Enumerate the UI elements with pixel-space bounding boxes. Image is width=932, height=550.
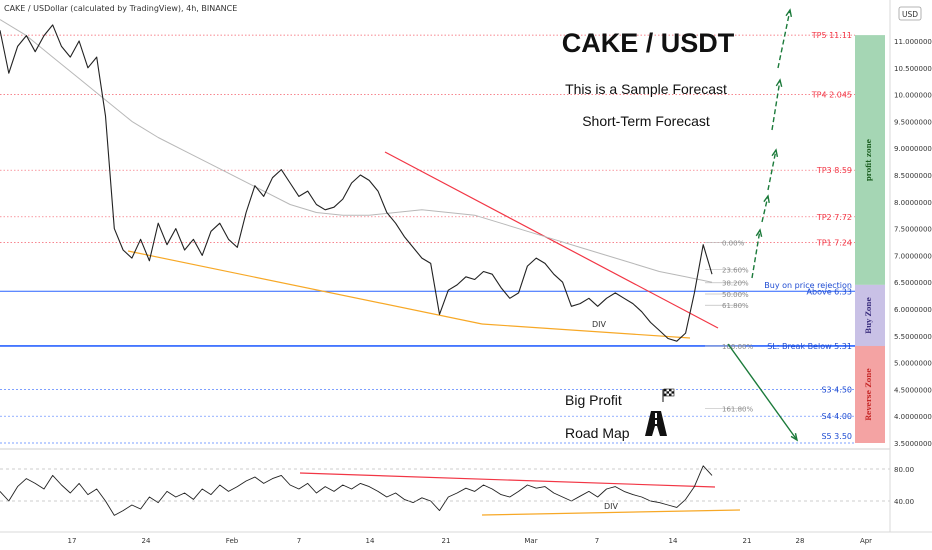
forecast-arrow-2 xyxy=(767,149,777,191)
road-map-icon xyxy=(645,411,667,436)
fib-label-4: 61.80% xyxy=(722,302,749,310)
price-tick-label-0: 3.5000000 xyxy=(894,440,932,448)
big-profit-label: Big Profit xyxy=(565,392,622,408)
forecast-arrowhead-2 xyxy=(771,148,779,157)
price-axis[interactable]: 3.5000000 4.0000000 4.5000000 5.0000000 5.50… xyxy=(894,38,932,448)
rsi-tick-label-1: 80.00 xyxy=(894,466,914,474)
forecast-arrow-3 xyxy=(771,79,781,131)
level-label-4: TP1 7.24 xyxy=(816,239,852,248)
time-tick-label-6: Mar xyxy=(524,537,537,545)
forecast-arrow-0 xyxy=(751,229,761,279)
forecast-arrow-5 xyxy=(727,343,798,441)
rsi-resistance-line[interactable] xyxy=(299,472,716,488)
price-tick-label-4: 5.5000000 xyxy=(894,333,932,341)
time-tick-label-11: Apr xyxy=(860,537,872,545)
rsi-line[interactable] xyxy=(0,465,713,516)
level-label-0: TP5 11.11 xyxy=(811,31,852,40)
level-label-10: S5 3.50 xyxy=(821,432,852,441)
support-trendline-2[interactable] xyxy=(481,323,691,339)
level-label-1: TP4 2.045 xyxy=(811,91,852,100)
currency-badge-label: USD xyxy=(902,10,918,19)
symbol-header: CAKE / USDollar (calculated by TradingVi… xyxy=(4,4,237,13)
forecast-arrowhead-0 xyxy=(755,228,763,237)
main-title: CAKE / USDT xyxy=(562,28,735,58)
time-tick-label-4: 14 xyxy=(366,537,375,545)
time-tick-label-5: 21 xyxy=(442,537,451,545)
price-tick-label-6: 6.5000000 xyxy=(894,279,932,287)
time-tick-label-0: 17 xyxy=(68,537,77,545)
level-label-8: S3 4.50 xyxy=(821,385,852,394)
fib-label-5: 100.00% xyxy=(722,343,753,351)
time-tick-label-1: 24 xyxy=(142,537,151,545)
level-label-2: TP3 8.59 xyxy=(816,166,852,175)
forecast-arrowhead-3 xyxy=(775,78,783,87)
level-label-7: SL: Break Below 5.31 xyxy=(767,342,852,351)
trendlines-layer xyxy=(127,151,741,516)
price-tick-label-7: 7.0000000 xyxy=(894,252,932,260)
forecast-arrowhead-5 xyxy=(790,433,799,442)
fib-layer: 0.00% 23.60% 38.20% 50.00% 61.80% 100.00% 161.… xyxy=(705,240,753,414)
price-tick-label-10: 8.5000000 xyxy=(894,172,932,180)
subtitle-sample-forecast: This is a Sample Forecast xyxy=(565,81,727,97)
currency-badge[interactable] xyxy=(898,6,922,21)
level-label-3: TP2 7.72 xyxy=(816,213,852,222)
price-tick-label-9: 8.0000000 xyxy=(894,199,932,207)
fib-label-3: 50.00% xyxy=(722,291,749,299)
time-tick-label-2: Feb xyxy=(226,537,239,545)
price-line[interactable] xyxy=(0,24,713,342)
price-tick-label-13: 10.0000000 xyxy=(894,92,932,100)
zones-layer: profit zone Buy Zone Reverse Zone xyxy=(855,35,885,443)
fib-label-2: 38.20% xyxy=(722,280,749,288)
price-tick-label-8: 7.5000000 xyxy=(894,226,932,234)
forecast-arrowhead-4 xyxy=(785,8,793,18)
price-tick-label-11: 9.0000000 xyxy=(894,145,932,153)
forecast-arrow-4 xyxy=(777,9,791,69)
time-tick-label-9: 21 xyxy=(743,537,752,545)
price-tick-label-1: 4.0000000 xyxy=(894,413,932,421)
time-tick-label-8: 14 xyxy=(669,537,678,545)
zone-band-0 xyxy=(855,35,885,285)
price-tick-label-14: 10.5000000 xyxy=(894,65,932,73)
subtitle-short-term: Short-Term Forecast xyxy=(582,113,710,129)
level-label-9: S4 4.00 xyxy=(821,412,852,421)
descending-resistance-line[interactable] xyxy=(384,151,719,329)
rsi-support-line[interactable] xyxy=(481,509,741,516)
price-tick-label-12: 9.5000000 xyxy=(894,118,932,126)
fib-label-0: 0.00% xyxy=(722,240,745,248)
price-tick-label-15: 11.0000000 xyxy=(894,38,932,46)
fib-label-1: 23.60% xyxy=(722,266,749,274)
forecast-arrows xyxy=(727,8,799,442)
zone-band-1 xyxy=(855,284,885,346)
price-tick-label-3: 5.0000000 xyxy=(894,360,932,368)
level-label-5: Buy on price rejection xyxy=(764,281,852,290)
rsi-axis[interactable]: 40.00 80.00 xyxy=(0,466,914,506)
zone-label-0: profit zone xyxy=(864,138,873,181)
forecast-arrow-1 xyxy=(761,195,769,223)
time-axis[interactable]: 17 24 Feb 7 14 21 Mar 7 14 21 28 Apr xyxy=(68,537,873,545)
finish-flag-icon xyxy=(662,388,675,402)
price-tick-label-5: 6.0000000 xyxy=(894,306,932,314)
time-tick-label-7: 7 xyxy=(595,537,599,545)
moving-average-line[interactable] xyxy=(0,19,713,283)
rsi-divergence-label: DIV xyxy=(604,502,619,511)
fib-label-6: 161.80% xyxy=(722,406,753,414)
time-tick-label-3: 7 xyxy=(297,537,301,545)
zone-band-2 xyxy=(855,345,885,443)
forecast-arrowhead-1 xyxy=(763,194,770,204)
series-layer xyxy=(0,19,713,516)
road-map-label: Road Map xyxy=(565,425,630,441)
price-divergence-label: DIV xyxy=(592,320,607,329)
price-tick-label-2: 4.5000000 xyxy=(894,386,932,394)
time-tick-label-10: 28 xyxy=(796,537,805,545)
support-trendline-1[interactable] xyxy=(127,250,483,325)
level-label-6: Above 6.33 xyxy=(807,287,852,296)
rsi-tick-label-0: 40.00 xyxy=(894,498,914,506)
zone-label-2: Reverse Zone xyxy=(864,368,873,421)
zone-label-1: Buy Zone xyxy=(864,296,873,333)
